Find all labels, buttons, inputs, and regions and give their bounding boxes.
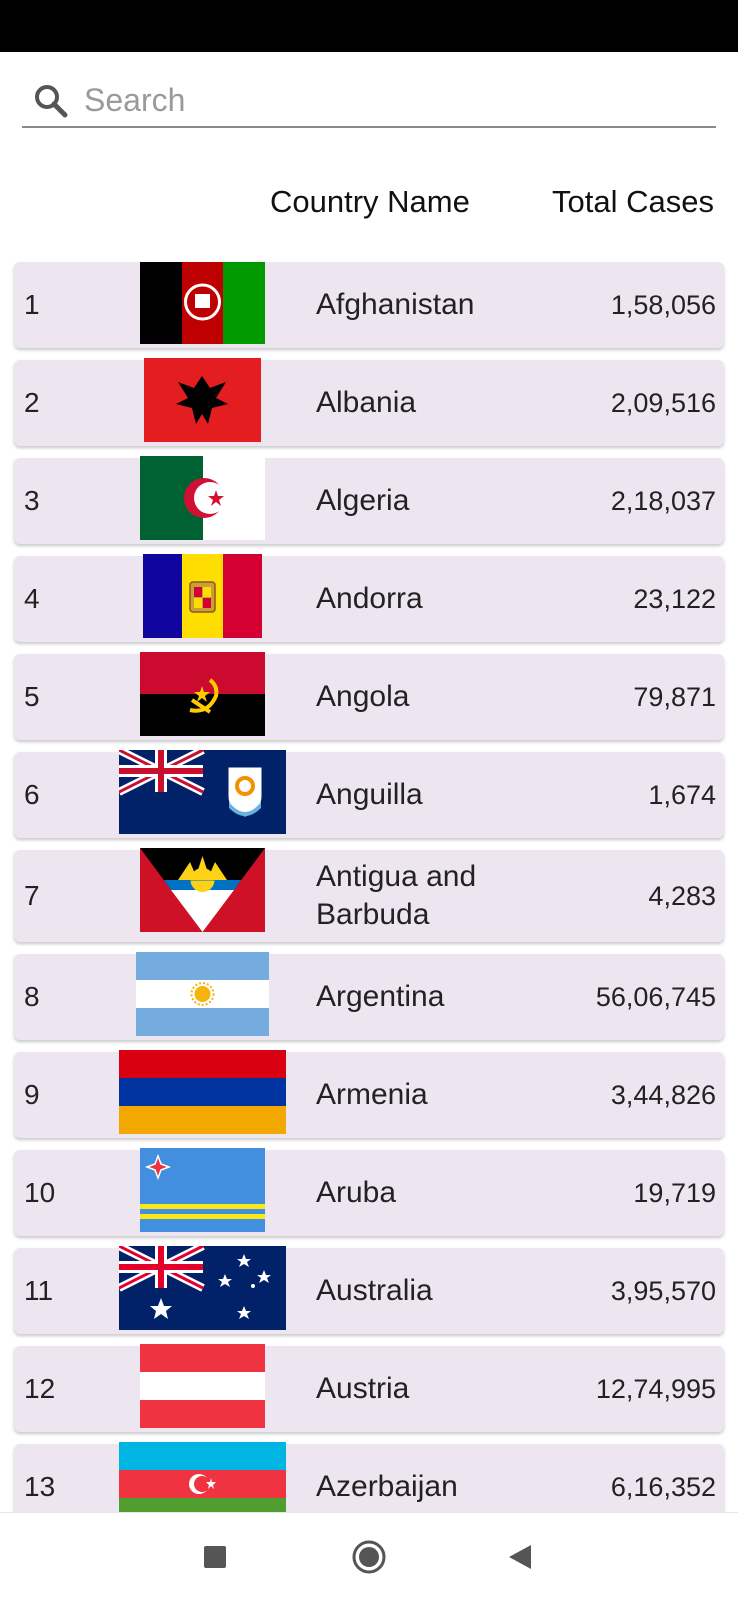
- back-button[interactable]: [498, 1535, 542, 1579]
- row-rank: 7: [24, 880, 40, 911]
- row-country-name: Algeria: [316, 484, 410, 517]
- list-item[interactable]: 5 Angola 79,871: [14, 652, 724, 740]
- row-rank: 6: [24, 779, 40, 810]
- row-rank: 5: [24, 681, 40, 712]
- andorra-flag-icon: [143, 554, 262, 638]
- home-button[interactable]: [347, 1535, 391, 1579]
- list-item[interactable]: 7 Antigua and Barbuda 4,283: [14, 848, 724, 942]
- list-item[interactable]: 3 Algeria 2,18,037: [14, 456, 724, 544]
- row-country-name: Angola: [316, 680, 410, 713]
- row-total-cases: 3,95,570: [610, 1275, 716, 1306]
- column-header-country-name: Country Name: [270, 184, 470, 219]
- row-total-cases: 2,18,037: [610, 485, 716, 516]
- row-total-cases: 1,58,056: [610, 289, 716, 320]
- recents-button[interactable]: [193, 1535, 237, 1579]
- row-country-name: Australia: [316, 1274, 433, 1307]
- row-country-name: Austria: [316, 1372, 410, 1405]
- row-rank: 11: [24, 1275, 54, 1306]
- row-total-cases: 79,871: [633, 681, 716, 712]
- row-rank: 9: [24, 1079, 40, 1110]
- list-item[interactable]: 6 Anguilla 1,674: [14, 750, 724, 838]
- column-header-total-cases: Total Cases: [552, 184, 714, 219]
- row-country-name: Anguilla: [316, 778, 423, 811]
- armenia-flag-icon: [119, 1050, 286, 1134]
- search-input[interactable]: [84, 78, 684, 122]
- row-country-name: Antigua and Barbuda: [316, 860, 477, 931]
- albania-flag-icon: [144, 358, 261, 442]
- row-rank: 4: [24, 583, 40, 614]
- angola-flag-icon: [140, 652, 265, 736]
- row-country-name: Andorra: [316, 582, 423, 615]
- antigua-and-barbuda-flag-icon: [140, 848, 265, 932]
- algeria-flag-icon: [140, 456, 265, 540]
- australia-flag-icon: [119, 1246, 286, 1330]
- row-rank: 2: [24, 387, 40, 418]
- list-item[interactable]: 4 Andorra 23,122: [14, 554, 724, 642]
- list-item[interactable]: 2 Albania 2,09,516: [14, 358, 724, 446]
- row-rank: 1: [24, 289, 40, 320]
- row-rank: 13: [24, 1471, 56, 1502]
- row-rank: 3: [24, 485, 40, 516]
- list-item[interactable]: 12 Austria 12,74,995: [14, 1344, 724, 1432]
- home-circle-icon: [352, 1540, 386, 1574]
- list-item[interactable]: 8 Argentina 56,06,745: [14, 952, 724, 1040]
- argentina-flag-icon: [136, 952, 269, 1036]
- row-country-name: Albania: [316, 386, 417, 419]
- search-bar[interactable]: [22, 72, 716, 128]
- row-country-name: Aruba: [316, 1176, 397, 1209]
- row-rank: 10: [24, 1177, 56, 1208]
- austria-flag-icon: [140, 1344, 265, 1428]
- row-total-cases: 3,44,826: [610, 1079, 716, 1110]
- row-total-cases: 2,09,516: [610, 387, 716, 418]
- row-total-cases: 19,719: [633, 1177, 716, 1208]
- row-rank: 12: [24, 1373, 56, 1404]
- list-item[interactable]: 9 Armenia 3,44,826: [14, 1050, 724, 1138]
- status-bar: [0, 0, 738, 52]
- row-country-name: Azerbaijan: [316, 1470, 458, 1503]
- row-total-cases: 23,122: [633, 583, 716, 614]
- list-item[interactable]: 13 Azerbaijan 6,16,352: [14, 1442, 724, 1512]
- back-triangle-icon: [509, 1545, 531, 1569]
- row-country-name: Afghanistan: [316, 288, 475, 321]
- search-icon[interactable]: [32, 82, 70, 120]
- azerbaijan-flag-icon: [119, 1442, 286, 1512]
- row-rank: 8: [24, 981, 40, 1012]
- anguilla-flag-icon: [119, 750, 286, 834]
- row-total-cases: 4,283: [648, 880, 716, 911]
- table-header: Country Name Total Cases: [0, 184, 738, 228]
- list-item[interactable]: 10 Aruba 19,719: [14, 1148, 724, 1236]
- row-country-name: Armenia: [316, 1078, 428, 1111]
- list-item[interactable]: 11 Australia 3,95,570: [14, 1246, 724, 1334]
- row-country-name: Argentina: [316, 980, 445, 1013]
- recents-square-icon: [204, 1546, 226, 1568]
- row-total-cases: 6,16,352: [610, 1471, 716, 1502]
- row-total-cases: 1,674: [648, 779, 716, 810]
- aruba-flag-icon: [140, 1148, 265, 1232]
- list-item[interactable]: 1 Afghanistan 1,58,056: [14, 262, 724, 348]
- row-total-cases: 12,74,995: [595, 1373, 716, 1404]
- system-navigation-bar: [0, 1512, 738, 1600]
- country-list[interactable]: 1 Afghanistan 1,58,056 2 Albania 2,09,51…: [0, 262, 738, 1512]
- row-total-cases: 56,06,745: [595, 981, 716, 1012]
- afghanistan-flag-icon: [140, 262, 265, 344]
